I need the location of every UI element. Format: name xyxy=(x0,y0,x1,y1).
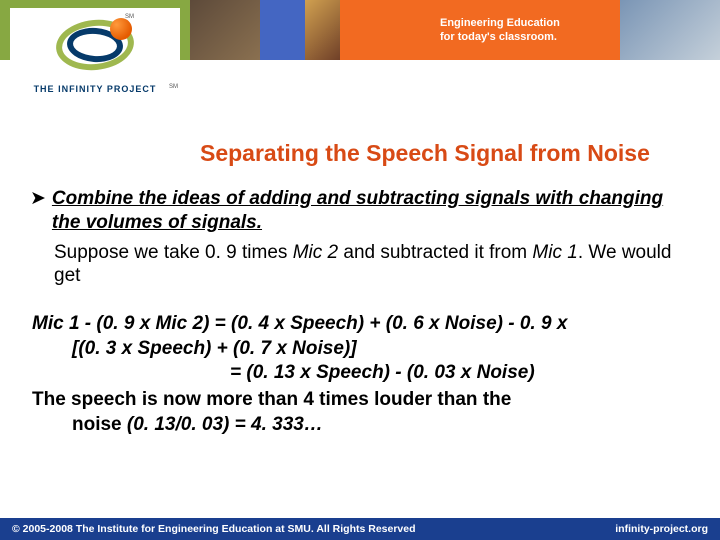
band-orange: Engineering Education for today's classr… xyxy=(340,0,620,60)
tagline-line-2: for today's classroom. xyxy=(440,30,560,44)
band-photo-2 xyxy=(305,0,340,60)
math-block: Mic 1 - (0. 9 x Mic 2) = (0. 4 x Speech)… xyxy=(30,312,690,437)
logo-text: THE INFINITY PROJECT xyxy=(34,84,157,94)
tagline-line-1: Engineering Education xyxy=(440,16,560,30)
bullet-row: ➤ Combine the ideas of adding and subtra… xyxy=(30,187,690,235)
sub-mid: and subtracted it from xyxy=(338,242,532,263)
logo: SM THE INFINITY PROJECT SM xyxy=(10,8,180,128)
sub-pre: Suppose we take 0. 9 times xyxy=(54,242,293,263)
bullet-main: Combine the ideas of adding and subtract… xyxy=(52,187,690,235)
footer-url: infinity-project.org xyxy=(615,523,708,535)
concl-ratio: (0. 13/0. 03) = 4. 333… xyxy=(127,414,323,435)
sm-mark-2: SM xyxy=(169,84,178,90)
slide-title: Separating the Speech Signal from Noise xyxy=(0,140,720,167)
bullet-subtext: Suppose we take 0. 9 times Mic 2 and sub… xyxy=(30,241,690,289)
tagline: Engineering Education for today's classr… xyxy=(440,16,560,45)
sub-mic2: Mic 2 xyxy=(293,242,338,263)
band-photo-3 xyxy=(620,0,720,60)
band-blue xyxy=(260,0,305,60)
footer-copyright: © 2005-2008 The Institute for Engineerin… xyxy=(12,523,416,535)
conclusion-line-2: noise (0. 13/0. 03) = 4. 333… xyxy=(32,413,690,438)
conclusion-line-1: The speech is now more than 4 times loud… xyxy=(32,388,690,413)
equation-line-1: Mic 1 - (0. 9 x Mic 2) = (0. 4 x Speech)… xyxy=(32,312,690,337)
footer-bar: © 2005-2008 The Institute for Engineerin… xyxy=(0,518,720,540)
sub-mic1: Mic 1 xyxy=(532,242,577,263)
content-area: ➤ Combine the ideas of adding and subtra… xyxy=(0,167,720,437)
band-photo-1 xyxy=(190,0,260,60)
bullet-arrow-icon: ➤ xyxy=(30,187,46,211)
equation-line-1b: [(0. 3 x Speech) + (0. 7 x Noise)] xyxy=(32,337,690,362)
concl-noise: noise xyxy=(72,414,127,435)
equation-line-2: = (0. 13 x Speech) - (0. 03 x Noise) xyxy=(32,361,690,386)
logo-icon xyxy=(56,16,134,74)
conclusion: The speech is now more than 4 times loud… xyxy=(32,388,690,437)
